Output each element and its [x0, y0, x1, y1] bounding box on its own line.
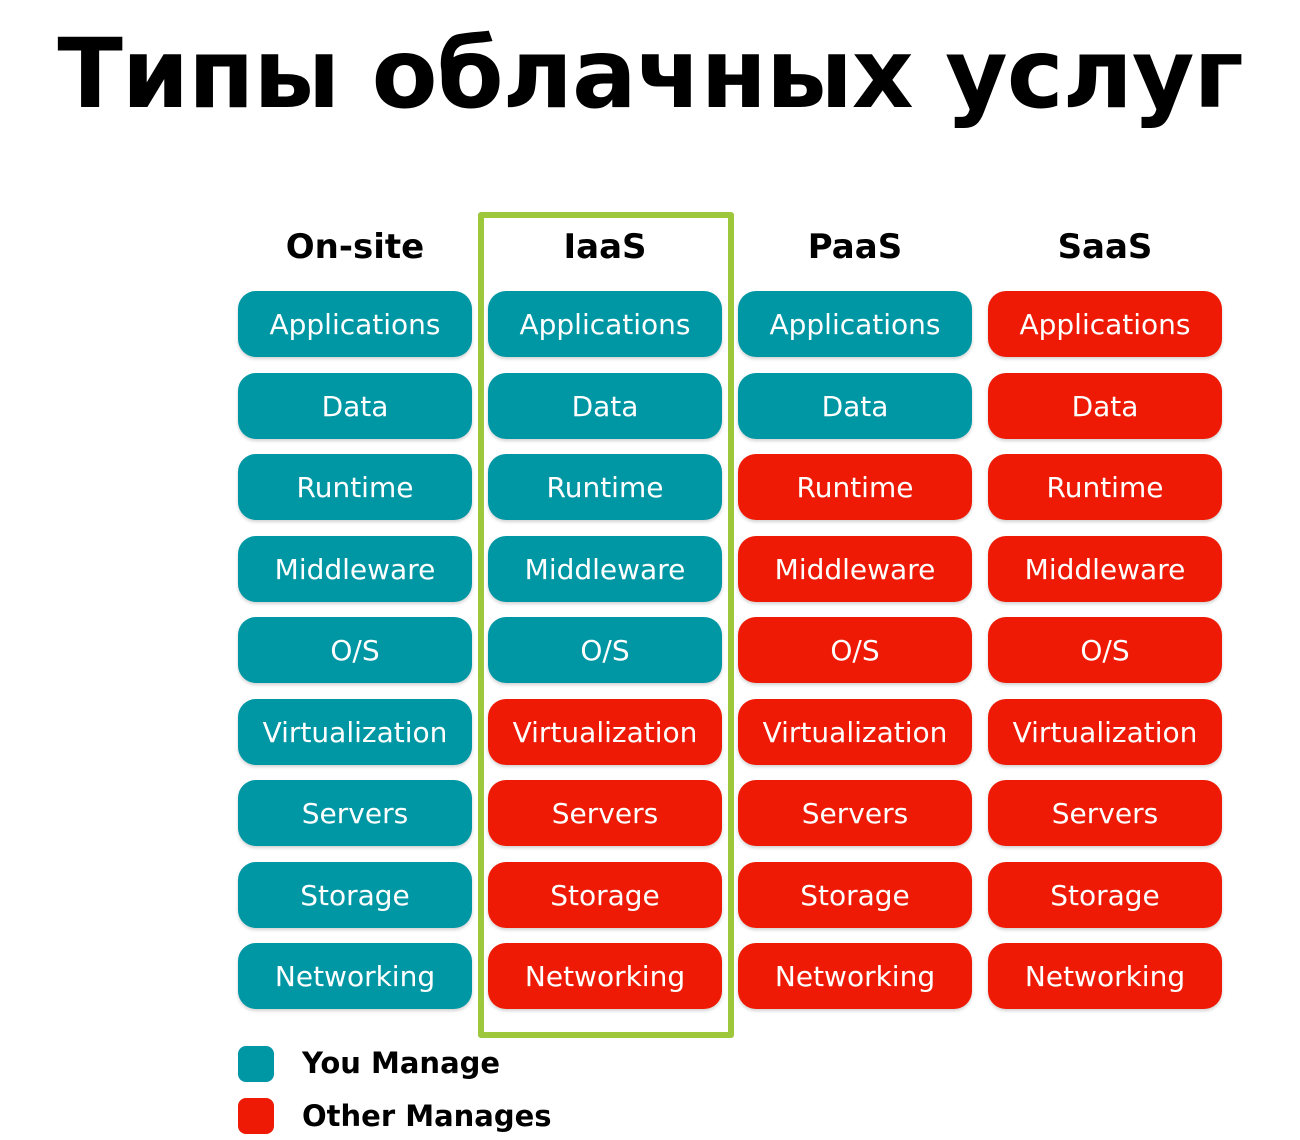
on-site-networking-cell: Networking [238, 943, 472, 1009]
other-manages-label: Other Manages [302, 1099, 552, 1133]
iaas-virtualization-cell: Virtualization [488, 699, 722, 765]
on-site-virtualization-cell: Virtualization [238, 699, 472, 765]
you-manage-label: You Manage [302, 1046, 501, 1080]
on-site-middleware-cell: Middleware [238, 536, 472, 602]
paas-networking-cell: Networking [738, 943, 972, 1009]
saas-networking-cell: Networking [988, 943, 1222, 1009]
on-site-runtime-cell: Runtime [238, 454, 472, 520]
iaas-storage-cell: Storage [488, 862, 722, 928]
column-header-saas: SaaS [1057, 227, 1153, 267]
saas-o-s-cell: O/S [988, 617, 1222, 683]
on-site-o-s-cell: O/S [238, 617, 472, 683]
saas-servers-cell: Servers [988, 780, 1222, 846]
saas-data-cell: Data [988, 373, 1222, 439]
saas-storage-cell: Storage [988, 862, 1222, 928]
paas-servers-cell: Servers [738, 780, 972, 846]
saas-applications-cell: Applications [988, 291, 1222, 357]
you-manage-swatch [238, 1046, 274, 1082]
column-header-paas: PaaS [807, 227, 903, 267]
paas-virtualization-cell: Virtualization [738, 699, 972, 765]
on-site-servers-cell: Servers [238, 780, 472, 846]
iaas-applications-cell: Applications [488, 291, 722, 357]
saas-runtime-cell: Runtime [988, 454, 1222, 520]
column-header-on-site: On-site [285, 227, 425, 267]
iaas-runtime-cell: Runtime [488, 454, 722, 520]
paas-runtime-cell: Runtime [738, 454, 972, 520]
saas-virtualization-cell: Virtualization [988, 699, 1222, 765]
paas-middleware-cell: Middleware [738, 536, 972, 602]
iaas-o-s-cell: O/S [488, 617, 722, 683]
iaas-networking-cell: Networking [488, 943, 722, 1009]
paas-data-cell: Data [738, 373, 972, 439]
on-site-applications-cell: Applications [238, 291, 472, 357]
saas-middleware-cell: Middleware [988, 536, 1222, 602]
paas-o-s-cell: O/S [738, 617, 972, 683]
paas-applications-cell: Applications [738, 291, 972, 357]
page-title: Типы облачных услуг [57, 18, 1243, 130]
column-header-iaas: IaaS [563, 227, 647, 267]
paas-storage-cell: Storage [738, 862, 972, 928]
iaas-highlight-frame [478, 212, 734, 1038]
iaas-middleware-cell: Middleware [488, 536, 722, 602]
iaas-servers-cell: Servers [488, 780, 722, 846]
on-site-storage-cell: Storage [238, 862, 472, 928]
iaas-data-cell: Data [488, 373, 722, 439]
on-site-data-cell: Data [238, 373, 472, 439]
other-manages-swatch [238, 1098, 274, 1134]
